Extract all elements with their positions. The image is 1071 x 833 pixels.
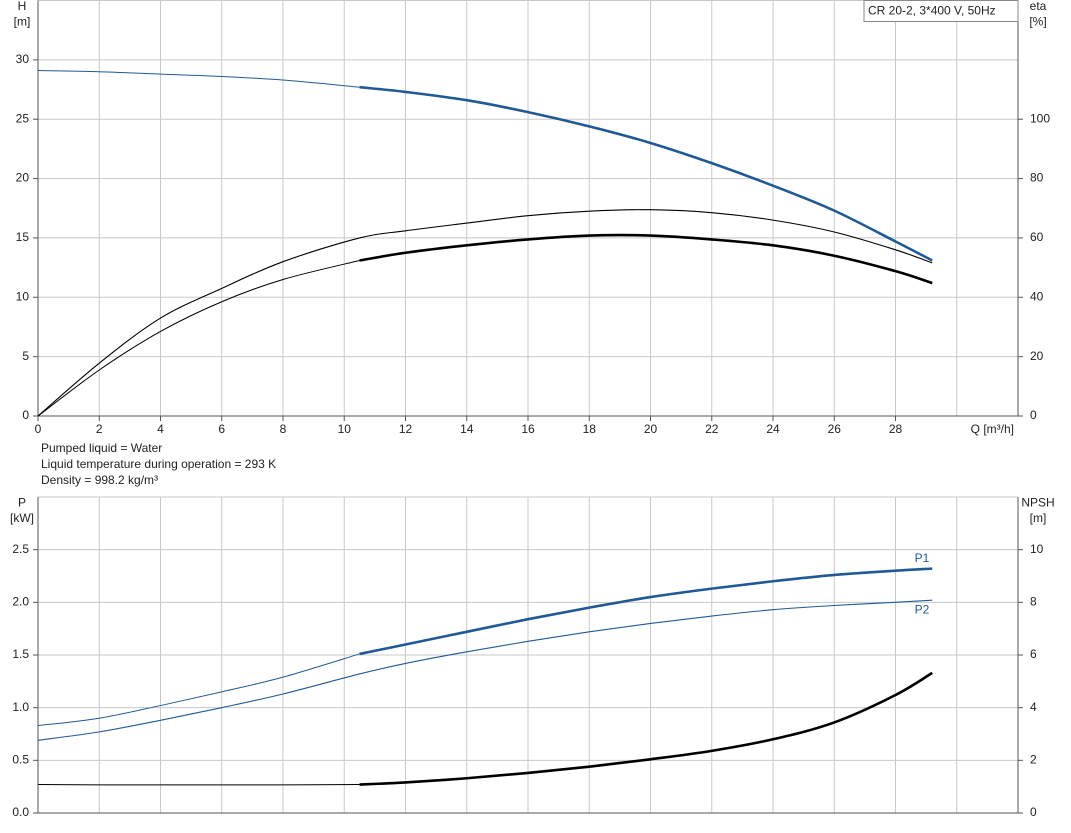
curve bbox=[359, 567, 933, 656]
y-tick-label: 10 bbox=[16, 289, 30, 303]
y2-tick-label: 4 bbox=[1030, 700, 1037, 714]
y-tick-label: 0.0 bbox=[12, 805, 29, 819]
y2-tick-label: 10 bbox=[1030, 542, 1044, 556]
y-tick-label: 2.0 bbox=[12, 595, 29, 609]
curve bbox=[359, 85, 933, 262]
y-tick-label: 1.5 bbox=[12, 647, 29, 661]
y2-tick-label: 2 bbox=[1030, 753, 1037, 767]
y-axis-unit: [m] bbox=[14, 15, 31, 29]
title-box bbox=[863, 0, 1019, 22]
x-axis-title: Q [m³/h] bbox=[971, 422, 1014, 436]
y-tick-label: 0 bbox=[22, 408, 29, 422]
note: Density = 998.2 kg/m³ bbox=[41, 473, 158, 487]
x-tick-label: 12 bbox=[399, 422, 413, 436]
y-tick-label: 1.0 bbox=[12, 700, 29, 714]
y2-tick-label: 0 bbox=[1030, 805, 1037, 819]
x-tick-label: 22 bbox=[705, 422, 719, 436]
curve-outside-range bbox=[37, 653, 360, 727]
curve bbox=[37, 599, 933, 741]
y2-tick-label: 80 bbox=[1030, 171, 1044, 185]
y2-axis-unit: [m] bbox=[1030, 511, 1047, 525]
y2-tick-label: 100 bbox=[1030, 111, 1050, 125]
x-tick-label: 26 bbox=[828, 422, 842, 436]
y-tick-label: 5 bbox=[22, 349, 29, 363]
x-tick-label: 4 bbox=[157, 422, 164, 436]
x-tick-label: 18 bbox=[583, 422, 597, 436]
y-tick-label: 2.5 bbox=[12, 542, 29, 556]
y2-axis-title: eta bbox=[1030, 0, 1047, 13]
note: Liquid temperature during operation = 29… bbox=[41, 457, 276, 471]
y2-tick-label: 8 bbox=[1030, 595, 1037, 609]
x-tick-label: 24 bbox=[766, 422, 780, 436]
x-tick-label: 16 bbox=[521, 422, 535, 436]
y2-tick-label: 6 bbox=[1030, 647, 1037, 661]
curve-outside-range bbox=[37, 259, 360, 417]
y2-axis-title: NPSH bbox=[1021, 496, 1054, 510]
curve-outside-range bbox=[37, 70, 360, 88]
chart-title: CR 20-2, 3*400 V, 50Hz bbox=[868, 4, 996, 18]
y-tick-label: 15 bbox=[16, 230, 30, 244]
y-axis-title: P bbox=[18, 496, 26, 510]
curve bbox=[359, 671, 933, 786]
y-tick-label: 0.5 bbox=[12, 753, 29, 767]
series-label: P1 bbox=[915, 551, 930, 565]
y2-tick-label: 20 bbox=[1030, 349, 1044, 363]
x-tick-label: 10 bbox=[338, 422, 352, 436]
x-tick-label: 6 bbox=[218, 422, 225, 436]
y2-axis-unit: [%] bbox=[1029, 15, 1046, 29]
x-tick-label: 14 bbox=[460, 422, 474, 436]
x-tick-label: 8 bbox=[280, 422, 287, 436]
y2-tick-label: 0 bbox=[1030, 408, 1037, 422]
y2-tick-label: 40 bbox=[1030, 289, 1044, 303]
curve bbox=[37, 209, 933, 417]
y-tick-label: 20 bbox=[16, 171, 30, 185]
curve bbox=[359, 233, 933, 285]
y-axis-unit: [kW] bbox=[10, 511, 34, 525]
x-tick-label: 28 bbox=[889, 422, 903, 436]
y-tick-label: 30 bbox=[16, 52, 30, 66]
x-tick-label: 2 bbox=[96, 422, 103, 436]
x-tick-label: 20 bbox=[644, 422, 658, 436]
y-axis-title: H bbox=[18, 0, 27, 13]
note: Pumped liquid = Water bbox=[41, 441, 162, 455]
y-tick-label: 25 bbox=[16, 111, 30, 125]
x-tick-label: 0 bbox=[35, 422, 42, 436]
series-label: P2 bbox=[915, 602, 930, 616]
y2-tick-label: 60 bbox=[1030, 230, 1044, 244]
